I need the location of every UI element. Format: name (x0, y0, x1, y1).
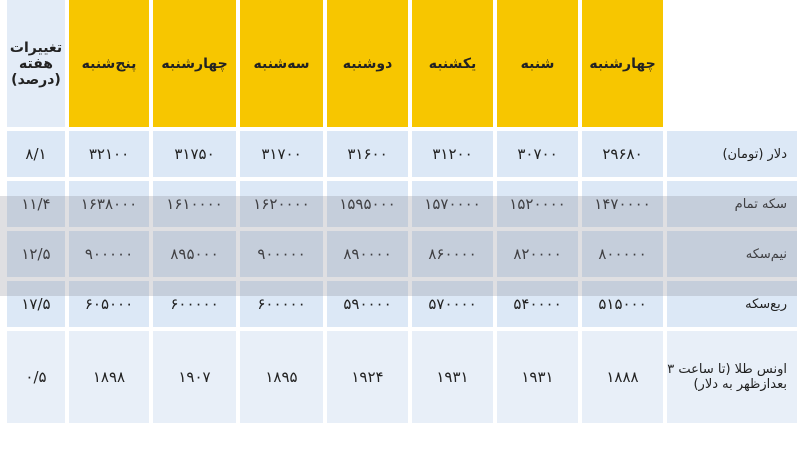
cell: ۵۴۰۰۰۰ (497, 281, 578, 327)
cell: ۳۱۲۰۰ (412, 131, 493, 177)
cell: ۶۰۰۰۰۰ (240, 281, 323, 327)
cell: ۱۵۲۰۰۰۰ (497, 181, 578, 227)
cell: ۱۸۹۵ (240, 331, 323, 423)
cell: ۹۰۰۰۰۰ (69, 231, 149, 277)
column-header: شنبه (497, 0, 578, 127)
cell: ۱۲/۵ (7, 231, 65, 277)
cell: ۳۰۷۰۰ (497, 131, 578, 177)
table-row: سکه تمام ۱۴۷۰۰۰۰ ۱۵۲۰۰۰۰ ۱۵۷۰۰۰۰ ۱۵۹۵۰۰۰ ۱۶۲۰… (7, 181, 797, 227)
row-label: سکه تمام (667, 181, 797, 227)
table-row: نیم‌سکه ۸۰۰۰۰۰ ۸۲۰۰۰۰ ۸۶۰۰۰۰ ۸۹۰۰۰۰ ۹۰۰۰۰۰ ۸۹۵… (7, 231, 797, 277)
cell: ۱۹۳۱ (497, 331, 578, 423)
cell: ۵۷۰۰۰۰ (412, 281, 493, 327)
table-row: دلار (تومان) ۲۹۶۸۰ ۳۰۷۰۰ ۳۱۲۰۰ ۳۱۶۰۰ ۳۱۷۰۰ ۳۱۷… (7, 131, 797, 177)
column-header: دوشنبه (327, 0, 408, 127)
cell: ۳۱۷۰۰ (240, 131, 323, 177)
cell: ۱۸۹۸ (69, 331, 149, 423)
cell: ۶۰۰۰۰۰ (153, 281, 236, 327)
cell: ۸۹۰۰۰۰ (327, 231, 408, 277)
cell: ۰/۵ (7, 331, 65, 423)
cell: ۳۲۱۰۰ (69, 131, 149, 177)
cell: ۱۹۰۷ (153, 331, 236, 423)
cell: ۱۸۸۸ (582, 331, 663, 423)
table-row: ربع‌سکه ۵۱۵۰۰۰ ۵۴۰۰۰۰ ۵۷۰۰۰۰ ۵۹۰۰۰۰ ۶۰۰۰۰۰ ۶۰۰… (7, 281, 797, 327)
column-header: تغییرات هفته (درصد) (7, 0, 65, 127)
cell: ۵۱۵۰۰۰ (582, 281, 663, 327)
cell: ۳۱۶۰۰ (327, 131, 408, 177)
cell: ۱۱/۴ (7, 181, 65, 227)
column-header: یکشنبه (412, 0, 493, 127)
cell: ۹۰۰۰۰۰ (240, 231, 323, 277)
header-row: چهارشنبه شنبه یکشنبه دوشنبه سه‌شنبه چهارشنبه پ… (7, 0, 797, 127)
table-row: اونس طلا (تا ساعت ۳ بعدازظهر به دلار) ۱۸۸… (7, 331, 797, 423)
column-header (667, 0, 797, 127)
cell: ۱۵۷۰۰۰۰ (412, 181, 493, 227)
column-header: پنج‌شنبه (69, 0, 149, 127)
cell: ۱۶۱۰۰۰۰ (153, 181, 236, 227)
cell: ۲۹۶۸۰ (582, 131, 663, 177)
cell: ۱۵۹۵۰۰۰ (327, 181, 408, 227)
cell: ۱۹۲۴ (327, 331, 408, 423)
cell: ۱۴۷۰۰۰۰ (582, 181, 663, 227)
cell: ۶۰۵۰۰۰ (69, 281, 149, 327)
cell: ۱۶۲۰۰۰۰ (240, 181, 323, 227)
cell: ۸۹۵۰۰۰ (153, 231, 236, 277)
column-header: چهارشنبه (153, 0, 236, 127)
price-table: چهارشنبه شنبه یکشنبه دوشنبه سه‌شنبه چهارشنبه پ… (3, 0, 797, 427)
cell: ۸۶۰۰۰۰ (412, 231, 493, 277)
column-header: چهارشنبه (582, 0, 663, 127)
cell: ۸/۱ (7, 131, 65, 177)
cell: ۸۰۰۰۰۰ (582, 231, 663, 277)
row-label: نیم‌سکه (667, 231, 797, 277)
cell: ۳۱۷۵۰ (153, 131, 236, 177)
cell: ۱۷/۵ (7, 281, 65, 327)
row-label: دلار (تومان) (667, 131, 797, 177)
cell: ۵۹۰۰۰۰ (327, 281, 408, 327)
row-label: ربع‌سکه (667, 281, 797, 327)
row-label: اونس طلا (تا ساعت ۳ بعدازظهر به دلار) (667, 331, 797, 423)
column-header: سه‌شنبه (240, 0, 323, 127)
cell: ۱۹۳۱ (412, 331, 493, 423)
cell: ۱۶۳۸۰۰۰ (69, 181, 149, 227)
cell: ۸۲۰۰۰۰ (497, 231, 578, 277)
